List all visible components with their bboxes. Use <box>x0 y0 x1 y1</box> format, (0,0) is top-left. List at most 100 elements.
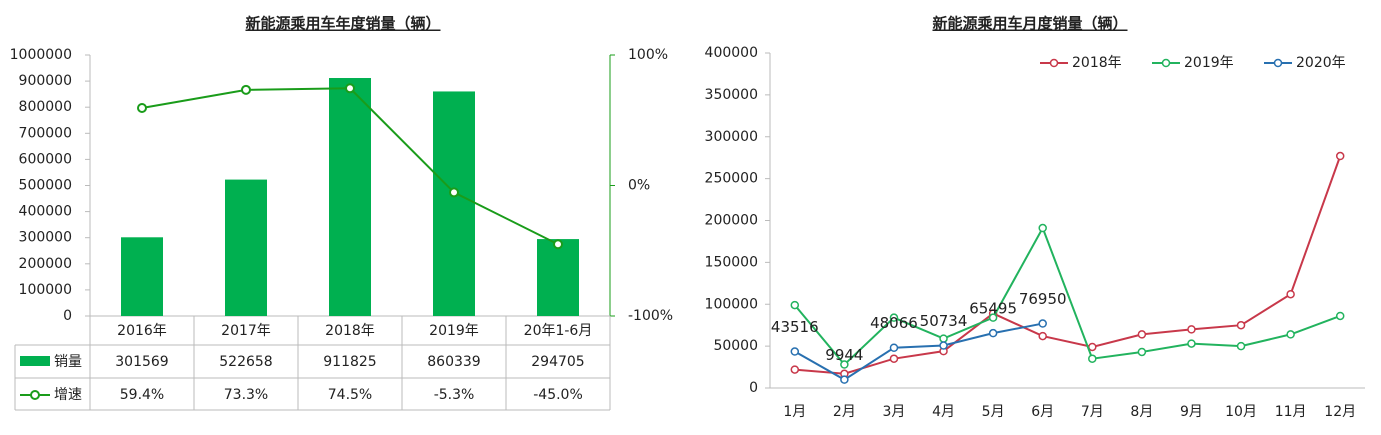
series-point <box>1286 289 1295 299</box>
legend-marker <box>1049 58 1059 68</box>
series-point <box>1335 311 1345 321</box>
legend-swatch <box>20 356 50 366</box>
x-tick-label: 2018年 <box>325 323 375 339</box>
data-label: 76950 <box>1019 290 1067 308</box>
table-value: 301569 <box>115 354 168 370</box>
legend-marker <box>1161 58 1171 68</box>
x-tick-label: 4月 <box>932 404 955 420</box>
table-value: 73.3% <box>224 387 268 403</box>
series-point <box>790 300 800 310</box>
series-point <box>1236 320 1246 330</box>
y-tick-label: 0 <box>63 308 72 324</box>
y-tick-label: 600000 <box>19 151 72 167</box>
x-tick-label: 6月 <box>1031 404 1054 420</box>
series-point <box>939 334 948 343</box>
legend-label: 增速 <box>54 387 82 403</box>
table-value: 522658 <box>219 354 272 370</box>
series-point <box>1038 223 1047 233</box>
table-value: -45.0% <box>533 387 583 403</box>
y-tick-label: 700000 <box>19 125 72 141</box>
x-tick-label: 10月 <box>1225 404 1257 420</box>
growth-point <box>345 83 355 94</box>
series-point <box>1137 347 1147 357</box>
table-value: 911825 <box>323 354 376 370</box>
y-tick-label: 100000 <box>19 282 72 298</box>
data-label: 65495 <box>969 300 1017 318</box>
x-tick-label: 3月 <box>882 404 905 420</box>
legend-marker <box>1273 58 1283 68</box>
data-label: 48066 <box>870 314 918 332</box>
y-tick-label: 0 <box>749 380 758 396</box>
x-tick-label: 7月 <box>1081 404 1104 420</box>
y-tick-label: 150000 <box>705 254 758 270</box>
x-tick-label: 9月 <box>1180 404 1203 420</box>
data-label: 9944 <box>825 346 863 364</box>
legend-label: 2019年 <box>1184 55 1234 71</box>
series-point <box>790 347 800 356</box>
bar <box>433 91 475 316</box>
series-point <box>1137 330 1147 339</box>
series-point <box>1286 330 1295 339</box>
table-value: -5.3% <box>434 387 475 403</box>
y-tick-label: 200000 <box>705 213 758 229</box>
legend-label: 销量 <box>54 354 82 370</box>
data-label: 50734 <box>920 312 968 330</box>
y-tick-label: 50000 <box>713 338 758 354</box>
y2-tick-label: -100% <box>628 308 673 324</box>
y-tick-label: 100000 <box>705 296 758 312</box>
x-tick-label: 8月 <box>1130 404 1153 420</box>
series-point <box>889 343 899 352</box>
x-tick-label: 2017年 <box>221 323 271 339</box>
bar <box>537 239 579 316</box>
y-tick-label: 250000 <box>705 171 758 187</box>
y-tick-label: 900000 <box>19 73 72 89</box>
series-point <box>840 375 849 384</box>
series-point <box>939 341 948 350</box>
y-tick-label: 400000 <box>705 45 758 61</box>
table-value: 294705 <box>531 354 584 370</box>
series-line <box>794 225 1341 367</box>
table-value: 860339 <box>427 354 480 370</box>
series-point <box>1038 331 1047 341</box>
series-line <box>794 155 1342 375</box>
series-line <box>794 322 1043 381</box>
series-point <box>1236 341 1246 351</box>
growth-point <box>241 84 251 95</box>
series-point <box>1187 339 1196 348</box>
legend-marker <box>30 390 40 400</box>
growth-point <box>553 239 563 250</box>
series-point <box>1187 325 1196 334</box>
bar <box>121 237 163 316</box>
y-tick-label: 1000000 <box>10 47 72 63</box>
x-tick-label: 2016年 <box>117 323 167 339</box>
legend-label: 2020年 <box>1296 55 1346 71</box>
growth-point <box>137 102 147 113</box>
x-tick-label: 12月 <box>1324 404 1356 420</box>
y-tick-label: 400000 <box>19 204 72 220</box>
y2-tick-label: 100% <box>628 47 668 63</box>
y-tick-label: 300000 <box>705 129 758 145</box>
y-tick-label: 300000 <box>19 230 72 246</box>
x-tick-label: 20年1-6月 <box>524 323 593 339</box>
series-point <box>790 365 800 374</box>
chart-title: 新能源乘用车年度销量（辆） <box>245 15 440 33</box>
growth-point <box>449 187 459 198</box>
x-tick-label: 11月 <box>1275 404 1307 420</box>
y-tick-label: 500000 <box>19 178 72 194</box>
table-value: 59.4% <box>120 387 164 403</box>
x-tick-label: 2月 <box>833 404 856 420</box>
y-tick-label: 200000 <box>19 256 72 272</box>
series-point <box>988 313 998 322</box>
x-tick-label: 5月 <box>982 404 1005 420</box>
data-label: 43516 <box>771 318 819 336</box>
series-point <box>1335 151 1345 161</box>
series-point <box>1038 319 1047 328</box>
legend-label: 2018年 <box>1072 55 1122 71</box>
x-tick-label: 2019年 <box>429 323 479 339</box>
bar <box>225 179 267 316</box>
y-tick-label: 800000 <box>19 99 72 115</box>
series-point <box>1088 342 1097 352</box>
table-value: 74.5% <box>328 387 372 403</box>
series-point <box>889 354 899 363</box>
